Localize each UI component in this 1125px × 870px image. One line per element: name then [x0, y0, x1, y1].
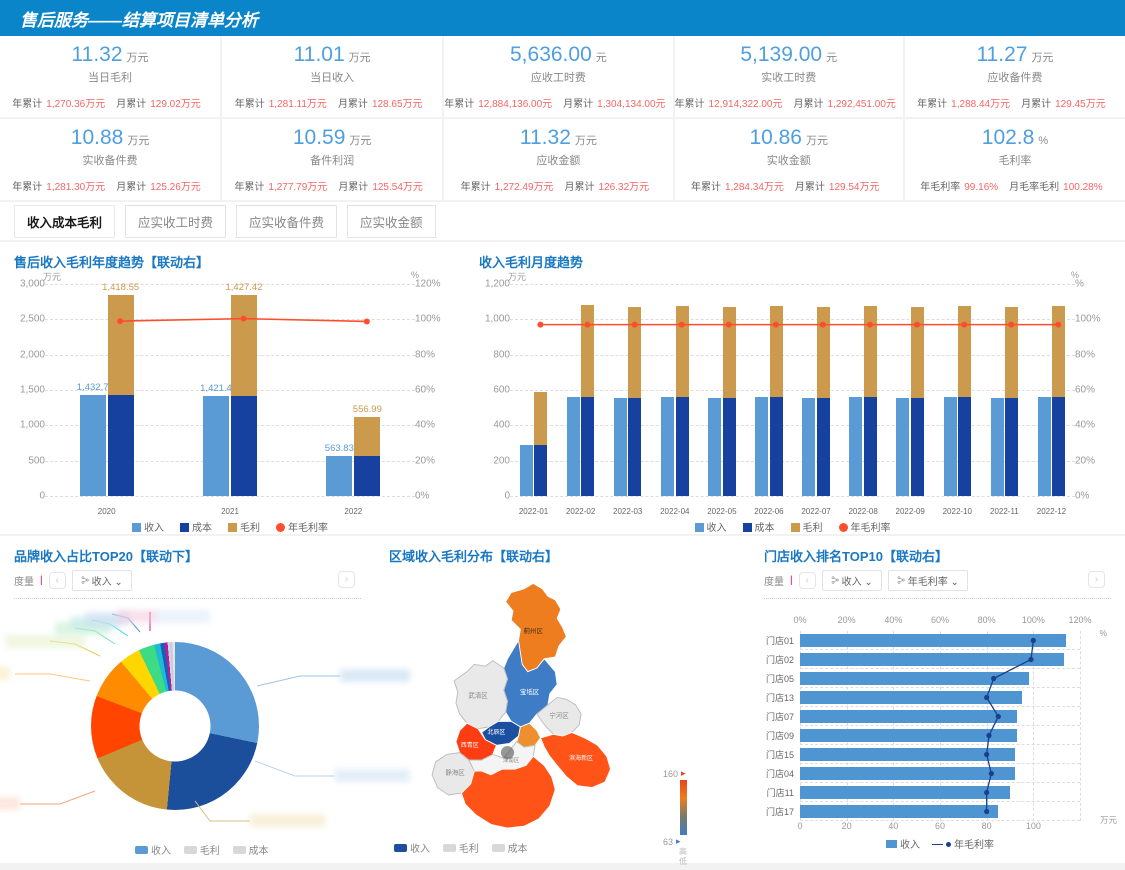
svg-text:蓟州区: 蓟州区 [524, 626, 544, 635]
svg-text:滨海新区: 滨海新区 [569, 754, 593, 762]
svg-text:静海区: 静海区 [445, 768, 465, 777]
svg-text:西青区: 西青区 [461, 741, 479, 749]
svg-text:宝坻区: 宝坻区 [520, 687, 540, 696]
svg-text:宁河区: 宁河区 [549, 711, 569, 720]
svg-text:武清区: 武清区 [468, 690, 488, 699]
svg-text:北辰区: 北辰区 [487, 728, 505, 736]
